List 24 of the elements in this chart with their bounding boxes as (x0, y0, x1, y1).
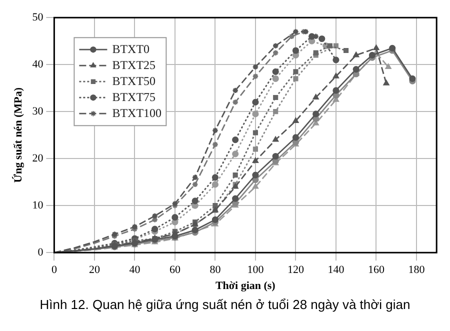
x-tick-label: 100 (247, 264, 264, 276)
x-axis-title: Thời gian (s) (215, 280, 276, 292)
y-tick-label: 50 (32, 11, 44, 24)
y-axis-title: Ứng suất nén (MPa) (11, 87, 24, 183)
legend-label: BTXT50 (112, 74, 156, 88)
y-tick-label: 20 (32, 152, 44, 164)
x-tick-label: 120 (287, 264, 304, 276)
x-tick-label: 40 (129, 264, 141, 276)
x-tick-label: 140 (328, 264, 345, 276)
legend-label: BTXT100 (112, 106, 162, 120)
x-tick-label: 160 (368, 264, 385, 276)
y-tick-label: 30 (32, 105, 44, 118)
x-tick-label: 180 (408, 264, 426, 276)
legend-label: BTXT75 (112, 90, 156, 104)
y-tick-label: 0 (38, 246, 44, 258)
x-tick-label: 80 (210, 264, 222, 276)
legend-label: BTXT0 (112, 42, 150, 56)
x-tick-label: 60 (169, 264, 181, 276)
text: Hình 12. Quan hệ giữa ứng suất nén ở tuổi 28 ngày và thời gian (38, 297, 412, 312)
x-tick-label: 20 (88, 264, 100, 276)
y-tick-label: 10 (32, 199, 44, 212)
legend-label: BTXT25 (112, 58, 156, 72)
y-tick-label: 40 (32, 58, 44, 70)
x-tick-label: 0 (51, 264, 58, 276)
